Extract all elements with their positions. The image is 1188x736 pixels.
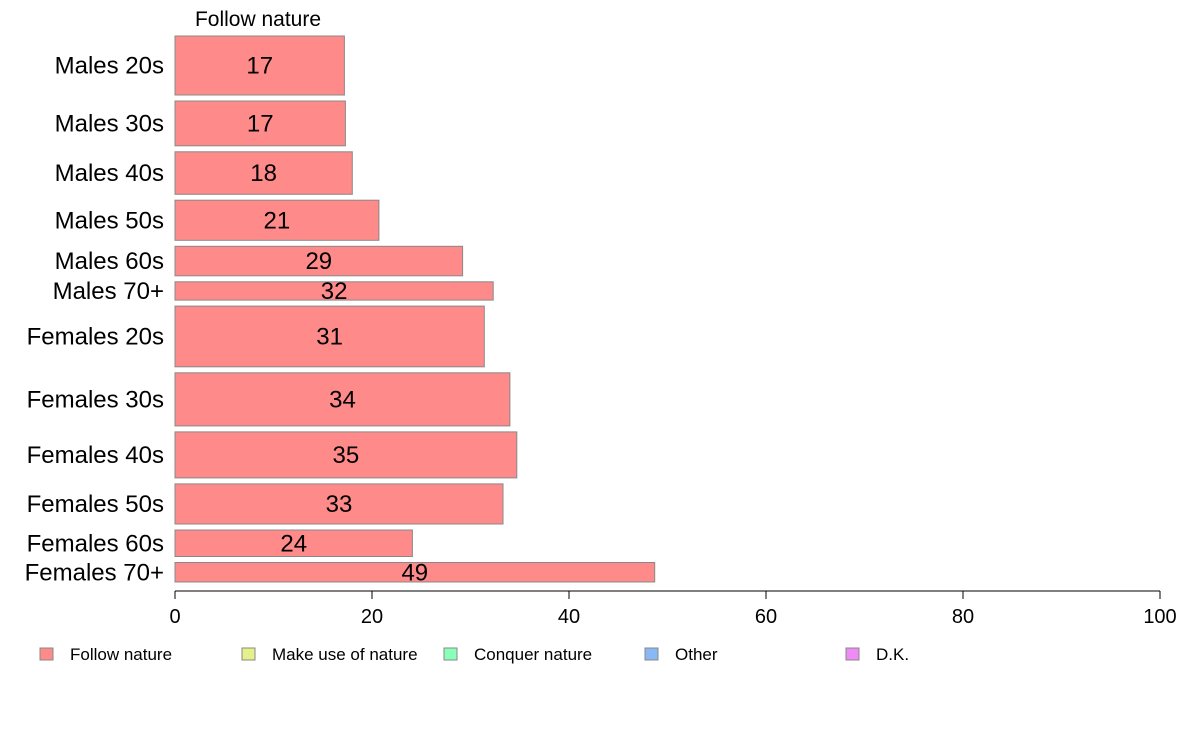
x-tick-label: 100 [1143, 606, 1176, 628]
data-label: 24 [280, 530, 307, 557]
legend-swatch [241, 647, 256, 661]
legend-label: D.K. [876, 645, 909, 664]
category-label: Males 20s [55, 53, 164, 80]
data-label: 21 [264, 207, 291, 234]
category-label: Males 50s [55, 207, 164, 234]
x-tick-label: 20 [361, 606, 383, 628]
bar [174, 529, 413, 557]
category-label: Females 30s [27, 386, 164, 413]
bar [174, 431, 518, 479]
bar [174, 562, 656, 583]
data-label: 18 [250, 160, 277, 187]
category-label: Females 50s [27, 491, 164, 518]
bar [174, 35, 345, 96]
x-axis: 0 20 40 60 80 100 [169, 590, 1177, 628]
data-label: 35 [333, 442, 360, 469]
x-tick-label: 40 [558, 606, 580, 628]
legend-swatch [39, 647, 54, 661]
category-label: Males 60s [55, 248, 164, 275]
x-tick-label: 60 [755, 606, 777, 628]
category-label: Females 70+ [25, 559, 164, 586]
legend-label: Conquer nature [474, 645, 592, 664]
legend-swatch [644, 647, 659, 661]
data-label: 17 [247, 110, 274, 137]
panel-title: Follow nature [195, 8, 321, 31]
bar [174, 100, 346, 147]
bar [174, 305, 485, 368]
bars-group: Males 20s 17 Males 30s 17 Males 40s 18 Males 5… [25, 35, 656, 586]
data-label: 17 [246, 53, 273, 80]
data-label: 29 [305, 248, 332, 275]
data-label: 31 [316, 324, 343, 351]
category-label: Males 40s [55, 160, 164, 187]
legend-label: Follow nature [70, 645, 172, 664]
data-label: 32 [321, 278, 348, 305]
category-label: Males 70+ [53, 278, 164, 305]
bar [174, 281, 494, 301]
category-label: Females 20s [27, 324, 164, 351]
bar [174, 245, 464, 277]
bar [174, 151, 353, 195]
data-label: 33 [326, 491, 353, 518]
legend-swatch [443, 647, 458, 661]
bar [174, 483, 504, 525]
data-label: 34 [329, 386, 356, 413]
legend-label: Other [675, 645, 718, 664]
category-label: Females 40s [27, 442, 164, 469]
legend: Follow nature Make use of nature Conquer n… [39, 645, 909, 664]
legend-swatch [845, 647, 860, 661]
x-tick-label: 80 [952, 606, 974, 628]
bar [174, 199, 380, 241]
legend-label: Make use of nature [272, 645, 418, 664]
x-tick-label: 0 [169, 606, 180, 628]
category-label: Females 60s [27, 530, 164, 557]
bar [174, 372, 511, 427]
category-label: Males 30s [55, 110, 164, 137]
data-label: 49 [401, 559, 428, 586]
